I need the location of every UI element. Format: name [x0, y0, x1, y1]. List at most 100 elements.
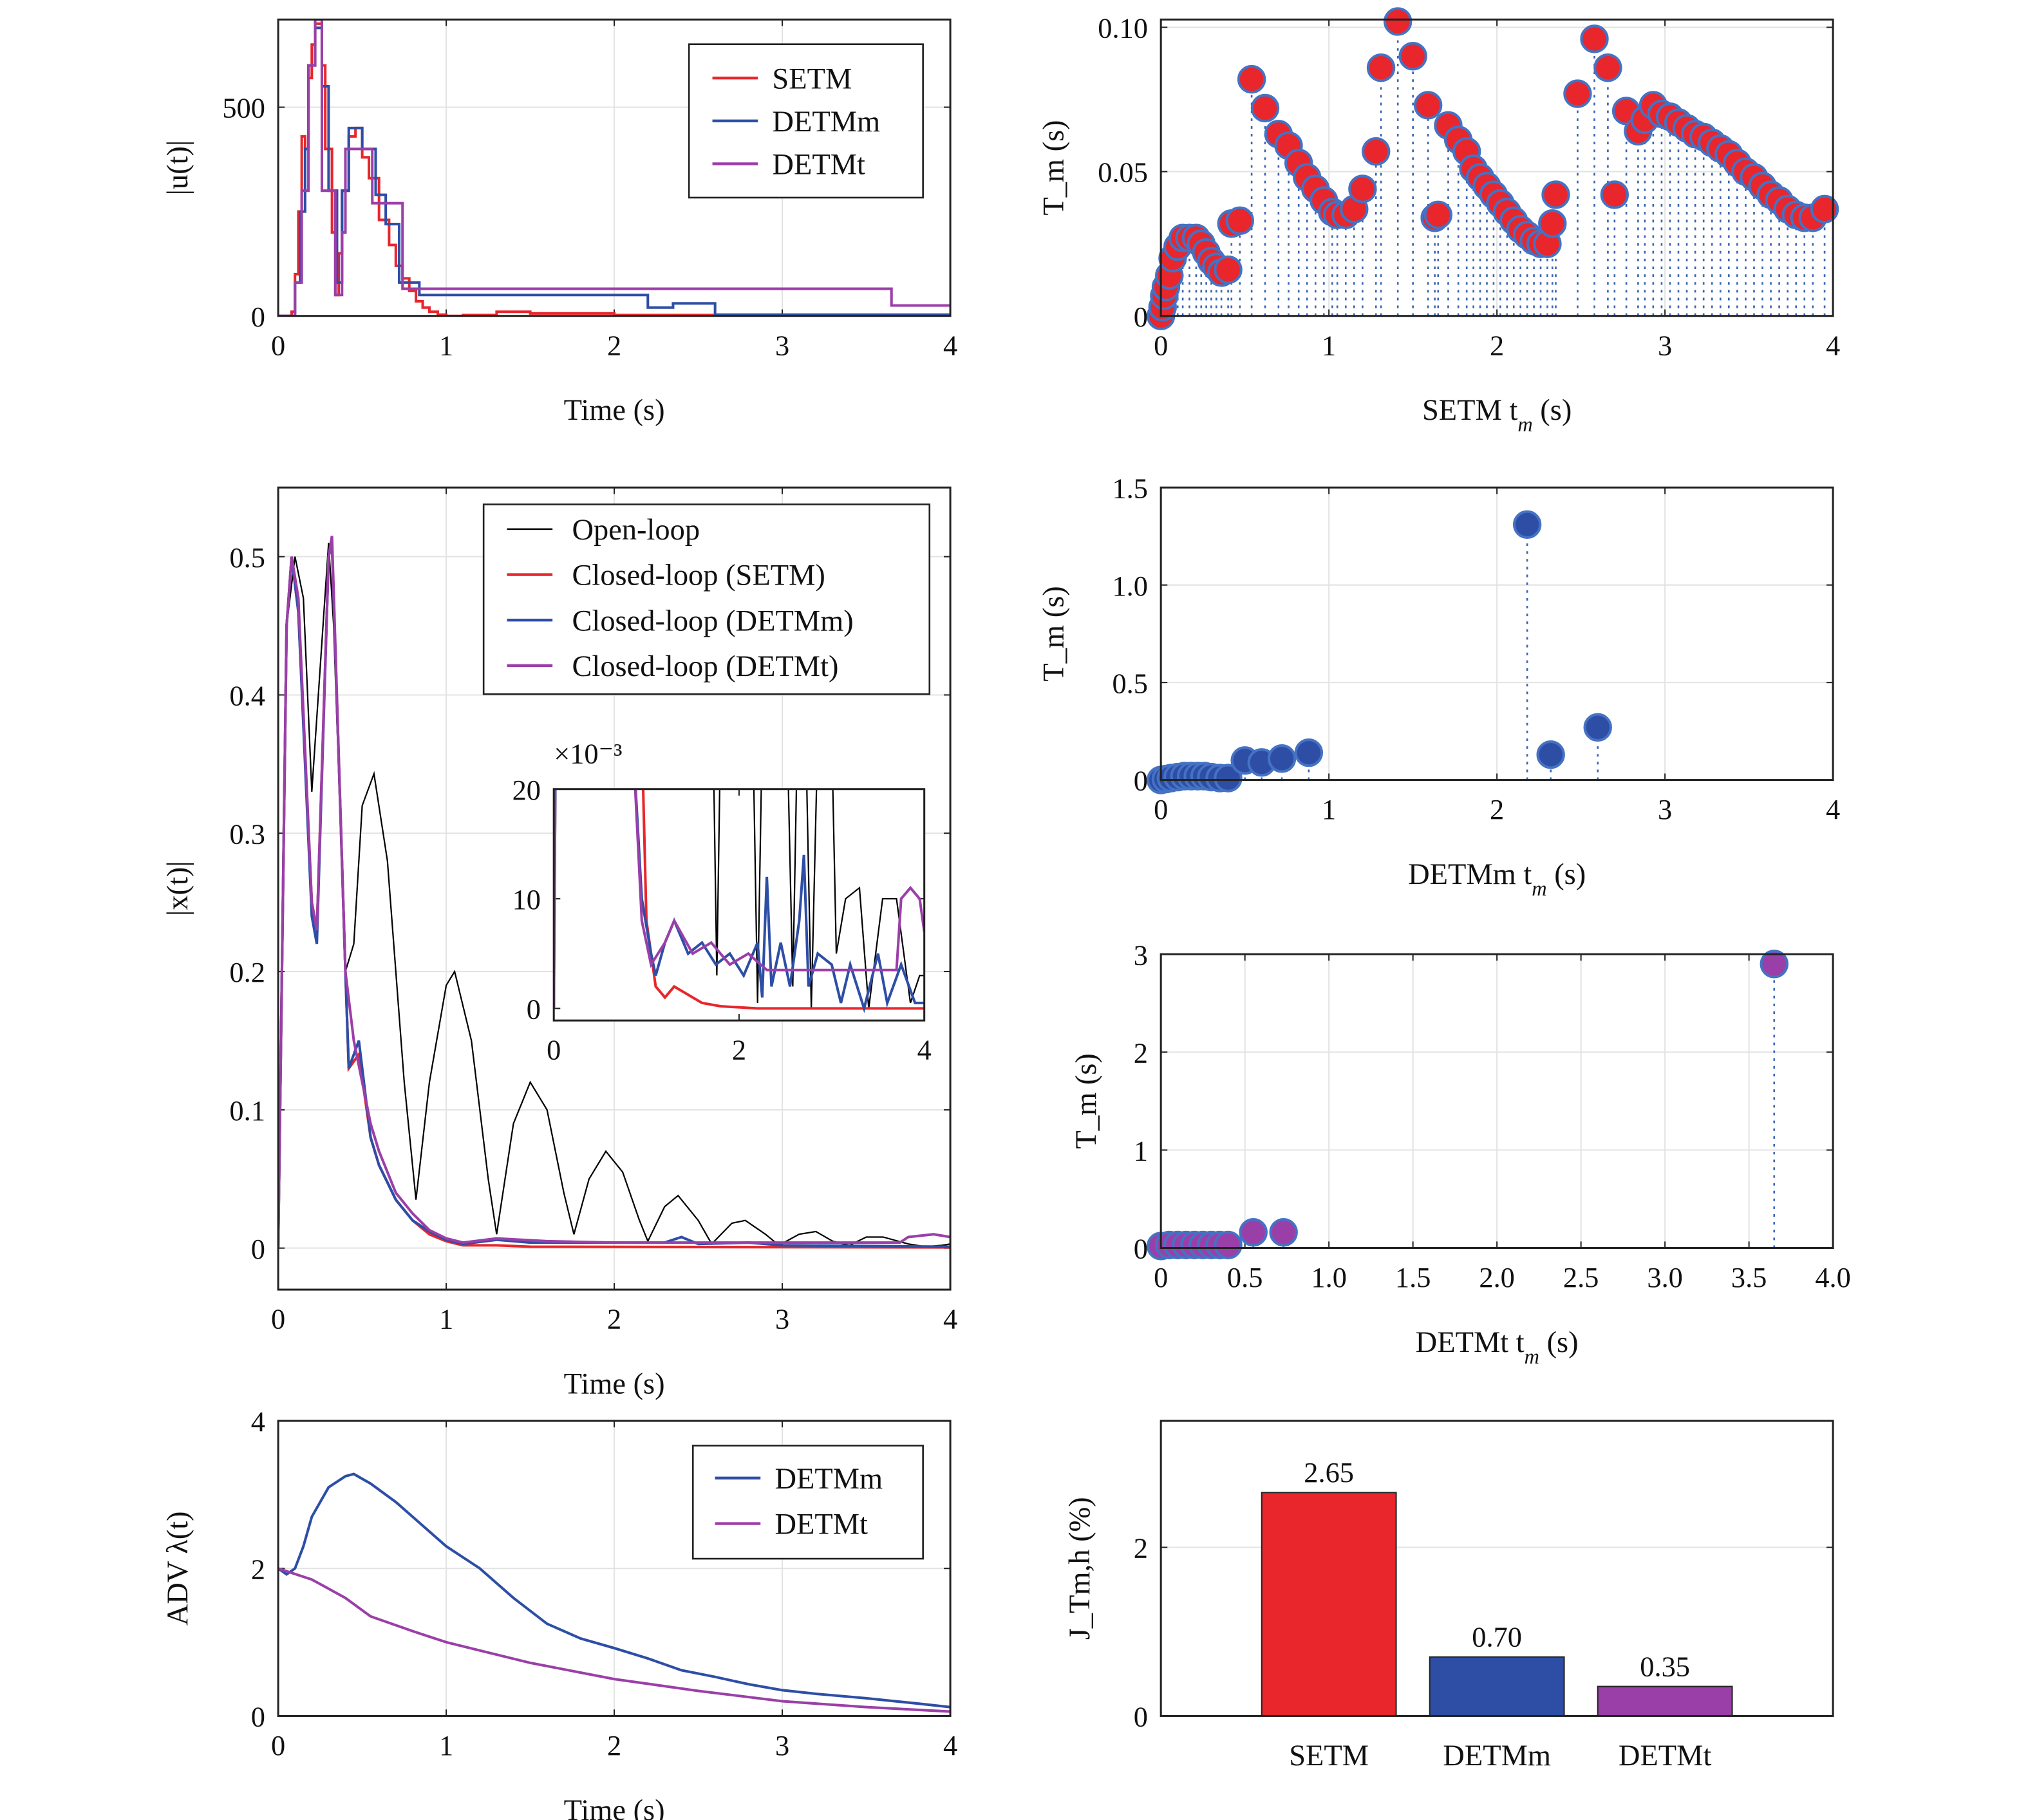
bar-DETMm	[1429, 1656, 1565, 1717]
data-point	[1563, 79, 1592, 108]
y-tick-label: 0	[1134, 1233, 1148, 1265]
x-tick-label: 3	[775, 329, 789, 361]
series-group	[278, 536, 951, 1249]
series-group	[1146, 510, 1612, 794]
y-tick-label: 4	[251, 1405, 265, 1438]
x-axis-label: Time (s)	[564, 1368, 665, 1401]
x-tick-label: 4.0	[1815, 1261, 1851, 1293]
legend-entry: Open-loop	[572, 514, 700, 547]
x-tick-label: 0.5	[1227, 1261, 1263, 1293]
legend-box	[691, 1445, 924, 1560]
y-tick-label: 1	[1134, 1135, 1148, 1167]
y-tick-label: 0.2	[229, 956, 265, 988]
series-line-setm	[554, 789, 925, 1010]
y-axis-label: T_m (s)	[1070, 1053, 1103, 1149]
x-tick-label: 1	[439, 329, 453, 361]
data-point	[1512, 510, 1542, 539]
chart-x_inset: 0 2 4 0 10 20 ×10⁻³	[512, 737, 932, 1066]
y-tick-label: 1.5	[1112, 472, 1148, 504]
data-point	[1269, 1217, 1298, 1247]
bar-SETM	[1261, 1492, 1397, 1717]
y-axis-label: T_m (s)	[1038, 586, 1071, 681]
y-tick-label: 0	[251, 1701, 265, 1733]
data-point	[1348, 174, 1377, 203]
axes-box	[1160, 486, 1834, 782]
legend-entry: DETMt	[772, 149, 865, 182]
axes-box	[552, 788, 926, 1022]
y-tick-label: 0.3	[229, 818, 265, 850]
series-line-detmm	[278, 1472, 951, 1709]
x-tick-label: 0	[1154, 793, 1168, 825]
data-point	[1250, 93, 1280, 123]
axes-box	[277, 1420, 952, 1717]
y-axis-label: J_Tm,h (%)	[1064, 1497, 1096, 1640]
y-tick-label: 2	[251, 1553, 265, 1585]
axes-box	[1160, 18, 1834, 317]
chart-adv: 0 1 2 3 4 0 2 4 Time (s) ADV λ(t) DETMm DETMt	[162, 1405, 957, 1820]
legend-entry: Closed-loop (DETMt)	[572, 650, 838, 683]
x-tick-label: 2	[1490, 329, 1504, 361]
x-tick-label: 2.5	[1563, 1261, 1599, 1293]
x-tick-label: 3	[775, 1729, 789, 1761]
y-tick-label: 0	[251, 1233, 265, 1265]
y-axis-label: T_m (s)	[1038, 120, 1071, 215]
y-tick-label: 3	[1134, 939, 1148, 971]
x-tick-label: 1	[439, 1303, 453, 1335]
y-tick-label: 0	[251, 301, 265, 333]
x-tick-label: 0	[271, 329, 285, 361]
x-tick-label: 2.0	[1479, 1261, 1515, 1293]
data-point	[1538, 209, 1567, 238]
x-axis-label: DETMt tm (s)	[1416, 1326, 1579, 1368]
y-tick-label: 0	[1134, 301, 1148, 333]
series-group	[554, 789, 925, 1013]
y-tick-label: 0.1	[229, 1094, 265, 1127]
y-tick-label: 1.0	[1112, 570, 1148, 602]
x-axis-label: DETMm tm (s)	[1408, 858, 1586, 900]
bar-value-label: 2.65	[1304, 1456, 1354, 1488]
data-point	[1580, 24, 1609, 53]
chart-stem_setm: 0 1 2 3 4 0 0.05 0.10 SETM tm (s) T_m (s)	[1038, 7, 1840, 436]
x-tick-label: 3	[1658, 793, 1672, 825]
x-tick-label: 2	[732, 1034, 746, 1066]
legend: SETM DETMm DETMt	[688, 43, 924, 199]
data-point	[1413, 91, 1443, 120]
y-tick-label: 0.5	[229, 541, 265, 574]
y-tick-label: 0.4	[229, 680, 265, 712]
x-tick-label: 3	[1658, 329, 1672, 361]
x-tick-label: 4	[917, 1034, 932, 1066]
legend-entry: DETMm	[775, 1463, 883, 1496]
x-tick-label: 2	[607, 1303, 621, 1335]
y-tick-label: 0	[1134, 1701, 1148, 1733]
series-group	[1146, 950, 1789, 1261]
chart-stem_detmm: 0 1 2 3 4 0 0.5 1.0 1.5 DETMm tm (s) T_m (s)	[1038, 472, 1840, 900]
plot-area	[554, 789, 925, 1021]
data-point	[1366, 53, 1396, 82]
x-tick-label: 2	[607, 329, 621, 361]
bar-DETMt	[1597, 1685, 1733, 1717]
data-point	[1810, 194, 1839, 224]
legend: Open-loop Closed-loop (SETM) Closed-loop (…	[482, 503, 931, 695]
legend-entry: DETMt	[775, 1508, 868, 1541]
series-line-detmt	[278, 1567, 951, 1713]
data-point	[1239, 1217, 1268, 1247]
y-tick-label: 2	[1134, 1037, 1148, 1069]
x-tick-label: 1	[1322, 793, 1336, 825]
chart-stem_detmt: 0 0.5 1.0 1.5 2.0 2.5 3.0 3.5 4.0 0 1 2 3 DETMt tm (s…	[1070, 939, 1851, 1368]
category-label: DETMm	[1443, 1740, 1551, 1772]
legend-entry: Closed-loop (SETM)	[572, 559, 825, 592]
y-axis-label: |x(t)|	[162, 861, 194, 916]
data-point	[1583, 713, 1612, 742]
data-point	[1541, 180, 1570, 209]
x-tick-label: 1	[439, 1729, 453, 1761]
y-tick-label: 10	[512, 883, 541, 915]
y-tick-label: 0	[527, 993, 541, 1026]
axes-box	[1160, 1420, 1834, 1717]
legend-entry: Closed-loop (DETMm)	[572, 605, 853, 637]
x-tick-label: 3	[775, 1303, 789, 1335]
y-tick-label: 0	[1134, 765, 1148, 797]
legend: DETMm DETMt	[691, 1445, 924, 1560]
series-line-open	[554, 789, 925, 1009]
data-point	[1398, 42, 1427, 71]
data-point	[1600, 180, 1629, 209]
data-point	[1593, 53, 1622, 82]
